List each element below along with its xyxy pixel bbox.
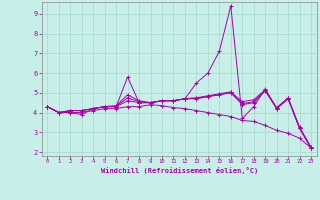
X-axis label: Windchill (Refroidissement éolien,°C): Windchill (Refroidissement éolien,°C) (100, 167, 258, 174)
